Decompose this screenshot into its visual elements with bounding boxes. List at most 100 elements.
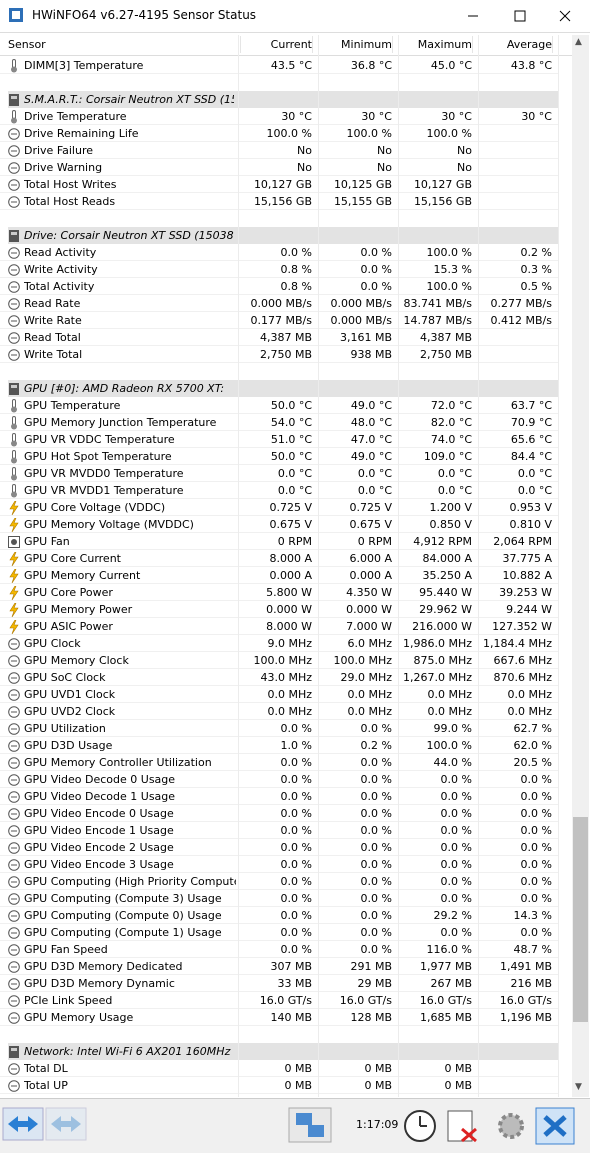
- sensor-name: GPU Computing (Compute 0) Usage: [24, 909, 222, 922]
- row-line: [0, 158, 558, 159]
- sensor-value: 1,685 MB: [419, 1011, 472, 1024]
- sensor-icon: [11, 59, 17, 73]
- sensor-value: 30 °C: [281, 110, 312, 123]
- sensor-value: 0.0 %: [280, 824, 312, 837]
- row-line: [0, 175, 558, 176]
- window-controls[interactable]: [460, 8, 580, 24]
- sensor-value: 43.5 °C: [270, 59, 312, 72]
- sensor-value: 95.440 W: [419, 586, 472, 599]
- sensor-icon: [11, 467, 17, 481]
- sensor-value: 33 MB: [277, 977, 312, 990]
- sensor-name: GPU Temperature: [24, 399, 121, 412]
- sensor-value: 100.0 MHz: [253, 654, 312, 667]
- sensor-value: 0.0 %: [360, 807, 392, 820]
- sensor-icon: [11, 433, 17, 447]
- sensor-value: 128 MB: [350, 1011, 392, 1024]
- tool-buttons[interactable]: [400, 1107, 590, 1145]
- scroll-thumb[interactable]: [573, 817, 588, 1022]
- scrollbar[interactable]: ▲ ▼: [572, 35, 589, 1097]
- sensor-icon: [8, 757, 20, 769]
- sensor-icon: [8, 1080, 20, 1092]
- sensor-value: 0.0 %: [520, 807, 552, 820]
- sensor-value: 875.0 MHz: [413, 654, 472, 667]
- sensor-value: 291 MB: [350, 960, 392, 973]
- sensor-value: 29.962 W: [419, 603, 472, 616]
- row-line: [0, 600, 558, 601]
- sensor-value: 9.0 MHz: [267, 637, 312, 650]
- sensor-name: GPU Memory Current: [24, 569, 141, 582]
- sensor-value: 0 MB: [444, 1079, 472, 1092]
- sensor-value: 4.350 W: [346, 586, 392, 599]
- sensor-name: Drive Temperature: [24, 110, 127, 123]
- sensor-value: 0 RPM: [277, 535, 312, 548]
- sensor-value: 0.0 %: [280, 875, 312, 888]
- sensor-value: 0 MB: [284, 1062, 312, 1075]
- row-line: [0, 719, 558, 720]
- sensor-value: 1,267.0 MHz: [402, 671, 472, 684]
- sensor-value: 0.000 W: [266, 603, 312, 616]
- sensor-value: 50.0 °C: [270, 399, 312, 412]
- row-line: [0, 124, 558, 125]
- sensor-name: GPU Video Decode 1 Usage: [24, 790, 176, 803]
- window-title: HWiNFO64 v6.27-4195 Sensor Status: [32, 8, 257, 22]
- row-line: [0, 923, 558, 924]
- sensor-value: 0.412 MB/s: [490, 314, 552, 327]
- sensor-value: 0.2 %: [360, 739, 392, 752]
- sensor-value: 0.675 V: [269, 518, 312, 531]
- sensor-value: 100.0 %: [426, 280, 472, 293]
- sensor-value: 1,196 MB: [499, 1011, 552, 1024]
- sensor-value: 100.0 MHz: [333, 654, 392, 667]
- sensor-value: 82.0 °C: [430, 416, 472, 429]
- row-line: [0, 634, 558, 635]
- sensor-value: No: [377, 144, 392, 157]
- sensor-icon: [11, 110, 17, 124]
- row-line: [0, 957, 558, 958]
- column-header: Maximum: [398, 36, 473, 53]
- sensor-value: 0.725 V: [349, 501, 392, 514]
- sensor-name: GPU Clock: [24, 637, 81, 650]
- sensor-value: 0.0 %: [520, 773, 552, 786]
- sensor-value: 0.000 A: [269, 569, 312, 582]
- sensor-value: 37.775 A: [502, 552, 552, 565]
- sensor-icon: [8, 1012, 20, 1024]
- row-line: [0, 974, 558, 975]
- sensor-name: Drive Failure: [24, 144, 94, 157]
- sensor-icon: [8, 179, 20, 191]
- sensor-name: Total Host Reads: [24, 195, 116, 208]
- sensor-value: 0.0 %: [360, 756, 392, 769]
- sensor-value: 45.0 °C: [430, 59, 472, 72]
- sensor-value: 0.0 %: [280, 892, 312, 905]
- sensor-value: 0.0 %: [440, 858, 472, 871]
- sensor-icon: [8, 264, 20, 276]
- sensor-value: 0.277 MB/s: [490, 297, 552, 310]
- sensor-value: 0.0 MHz: [427, 705, 472, 718]
- network-button[interactable]: [288, 1107, 332, 1143]
- sensor-value: 0.0 MHz: [347, 688, 392, 701]
- sensor-value: 29 MB: [357, 977, 392, 990]
- sensor-value: 16.0 GT/s: [499, 994, 552, 1007]
- sensor-value: 0.0 MHz: [427, 688, 472, 701]
- sensor-value: 0.0 %: [280, 943, 312, 956]
- sensor-value: 0.0 %: [360, 841, 392, 854]
- sensor-value: 0.0 %: [280, 790, 312, 803]
- sensor-icon: [8, 247, 20, 259]
- sensor-value: 938 MB: [350, 348, 392, 361]
- elapsed-time: 1:17:09: [356, 1118, 399, 1131]
- sensor-value: 0 MB: [444, 1062, 472, 1075]
- sensor-value: 1.200 V: [429, 501, 472, 514]
- sensor-value: 0.0 %: [280, 756, 312, 769]
- sensor-value: 0.0 MHz: [267, 705, 312, 718]
- sensor-icon: [8, 740, 20, 752]
- sensor-icon: [8, 842, 20, 854]
- sensor-icon: [11, 450, 17, 464]
- sensor-value: 0.0 %: [440, 841, 472, 854]
- sensor-value: 84.4 °C: [510, 450, 552, 463]
- sensor-name: GPU Video Encode 0 Usage: [24, 807, 174, 820]
- sensor-name: GPU Computing (Compute 1) Usage: [24, 926, 222, 939]
- nav-buttons[interactable]: [2, 1107, 88, 1141]
- sensor-icon: [9, 569, 19, 583]
- sensor-value: 6.000 A: [349, 552, 392, 565]
- sensor-value: 0.675 V: [349, 518, 392, 531]
- sensor-name: GPU SoC Clock: [24, 671, 106, 684]
